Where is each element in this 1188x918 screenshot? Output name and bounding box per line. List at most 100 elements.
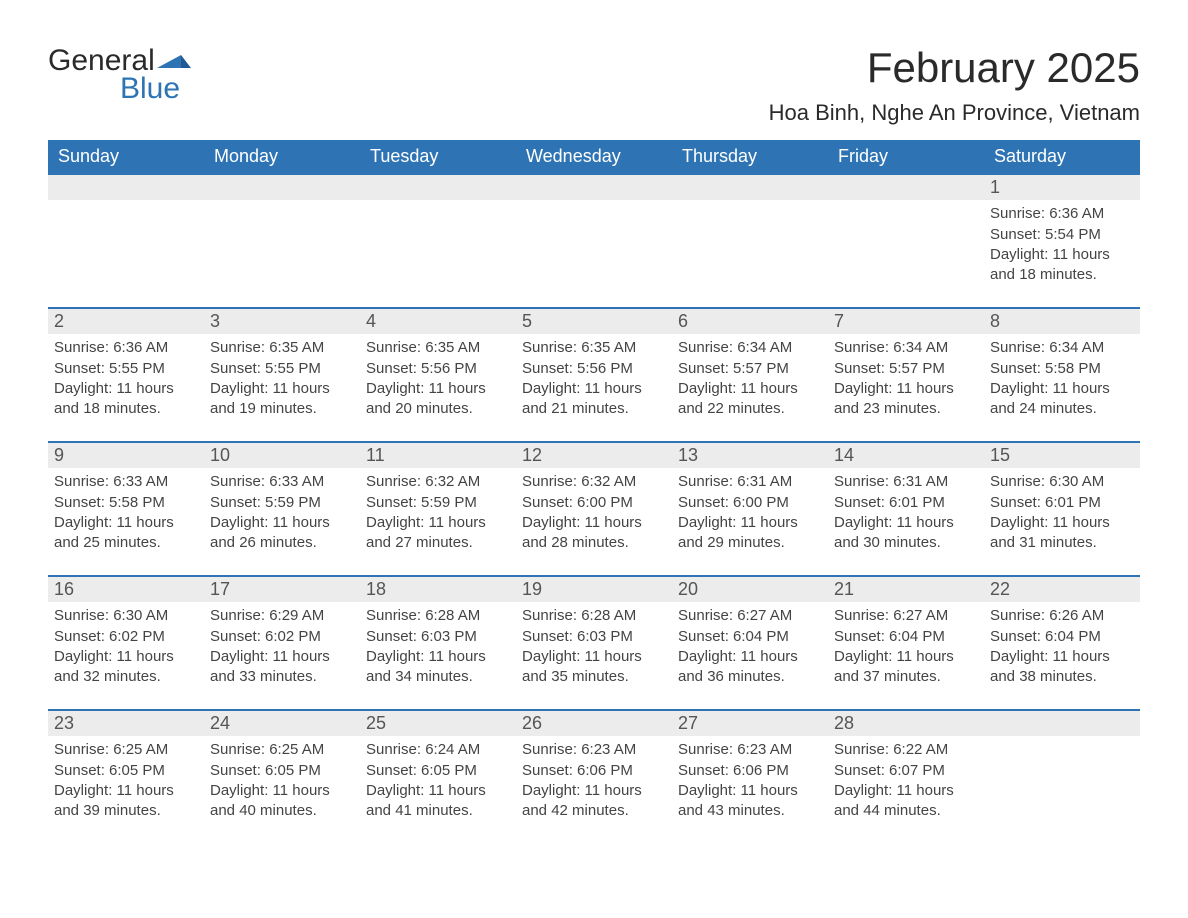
day-number: 18 bbox=[360, 577, 516, 602]
calendar-day-cell: 7Sunrise: 6:34 AMSunset: 5:57 PMDaylight… bbox=[828, 308, 984, 442]
calendar-day-cell: 18 Sunrise: 6:28 AMSunset: 6:03 PMDayligh… bbox=[360, 576, 516, 710]
daylight-line: Daylight: 11 hours and 43 minutes. bbox=[678, 781, 822, 820]
sunset-line: Sunset: 6:02 PM bbox=[210, 627, 354, 647]
daylight-line: Daylight: 11 hours and 29 minutes. bbox=[678, 513, 822, 552]
calendar-day-cell: 6Sunrise: 6:34 AMSunset: 5:57 PMDaylight… bbox=[672, 308, 828, 442]
day-info: Sunrise: 6:36 AMSunset: 5:55 PMDaylight:… bbox=[52, 338, 200, 418]
day-info: Sunrise: 6:25 AMSunset: 6:05 PMDaylight:… bbox=[52, 740, 200, 820]
day-info: Sunrise: 6:26 AMSunset: 6:04 PMDaylight:… bbox=[988, 606, 1136, 686]
daylight-line: Daylight: 11 hours and 41 minutes. bbox=[366, 781, 510, 820]
daylight-line: Daylight: 11 hours and 22 minutes. bbox=[678, 379, 822, 418]
calendar-day-cell bbox=[204, 174, 360, 308]
sunset-line: Sunset: 6:02 PM bbox=[54, 627, 198, 647]
calendar-day-cell: 20Sunrise: 6:27 AMSunset: 6:04 PMDayligh… bbox=[672, 576, 828, 710]
daylight-line: Daylight: 11 hours and 32 minutes. bbox=[54, 647, 198, 686]
daylight-line: Daylight: 11 hours and 38 minutes. bbox=[990, 647, 1134, 686]
sunrise-line: Sunrise: 6:35 AM bbox=[522, 338, 666, 358]
daylight-line: Daylight: 11 hours and 44 minutes. bbox=[834, 781, 978, 820]
sunrise-line: Sunrise: 6:25 AM bbox=[210, 740, 354, 760]
day-number: 14 bbox=[828, 443, 984, 468]
day-number: 2 bbox=[48, 309, 204, 334]
daylight-line: Daylight: 11 hours and 35 minutes. bbox=[522, 647, 666, 686]
sunrise-line: Sunrise: 6:22 AM bbox=[834, 740, 978, 760]
daylight-line: Daylight: 11 hours and 34 minutes. bbox=[366, 647, 510, 686]
day-number: 19 bbox=[516, 577, 672, 602]
day-number: 11 bbox=[360, 443, 516, 468]
day-number: 16 bbox=[48, 577, 204, 602]
sunset-line: Sunset: 5:55 PM bbox=[54, 359, 198, 379]
calendar-day-cell: 19 Sunrise: 6:28 AMSunset: 6:03 PMDayligh… bbox=[516, 576, 672, 710]
weekday-header: Saturday bbox=[984, 140, 1140, 174]
day-info: Sunrise: 6:34 AMSunset: 5:58 PMDaylight:… bbox=[988, 338, 1136, 418]
sunset-line: Sunset: 6:06 PM bbox=[522, 761, 666, 781]
day-info: Sunrise: 6:35 AMSunset: 5:55 PMDaylight:… bbox=[208, 338, 356, 418]
day-info: Sunrise: 6:35 AMSunset: 5:56 PMDaylight:… bbox=[364, 338, 512, 418]
sunrise-line: Sunrise: 6:26 AM bbox=[990, 606, 1134, 626]
calendar-day-cell bbox=[360, 174, 516, 308]
day-number: 6 bbox=[672, 309, 828, 334]
calendar-day-cell: 25Sunrise: 6:24 AMSunset: 6:05 PMDayligh… bbox=[360, 710, 516, 844]
sunset-line: Sunset: 6:01 PM bbox=[990, 493, 1134, 513]
day-info: Sunrise: 6:31 AMSunset: 6:00 PMDaylight:… bbox=[676, 472, 824, 552]
sunset-line: Sunset: 6:05 PM bbox=[54, 761, 198, 781]
calendar-table: Sunday Monday Tuesday Wednesday Thursday… bbox=[48, 140, 1140, 844]
sunset-line: Sunset: 6:07 PM bbox=[834, 761, 978, 781]
day-number: 4 bbox=[360, 309, 516, 334]
calendar-day-cell: 15Sunrise: 6:30 AMSunset: 6:01 PMDayligh… bbox=[984, 442, 1140, 576]
sunrise-line: Sunrise: 6:32 AM bbox=[366, 472, 510, 492]
day-info: Sunrise: 6:28 AMSunset: 6:03 PMDaylight:… bbox=[364, 606, 512, 686]
sunrise-line: Sunrise: 6:24 AM bbox=[366, 740, 510, 760]
day-info: Sunrise: 6:28 AMSunset: 6:03 PMDaylight:… bbox=[520, 606, 668, 686]
day-number: 27 bbox=[672, 711, 828, 736]
sunset-line: Sunset: 5:57 PM bbox=[678, 359, 822, 379]
sunset-line: Sunset: 5:54 PM bbox=[990, 225, 1134, 245]
calendar-day-cell bbox=[516, 174, 672, 308]
sunrise-line: Sunrise: 6:35 AM bbox=[210, 338, 354, 358]
calendar-day-cell: 26Sunrise: 6:23 AMSunset: 6:06 PMDayligh… bbox=[516, 710, 672, 844]
calendar-day-cell: 5Sunrise: 6:35 AMSunset: 5:56 PMDaylight… bbox=[516, 308, 672, 442]
sunset-line: Sunset: 5:59 PM bbox=[210, 493, 354, 513]
calendar-day-cell: 3Sunrise: 6:35 AMSunset: 5:55 PMDaylight… bbox=[204, 308, 360, 442]
sunrise-line: Sunrise: 6:23 AM bbox=[522, 740, 666, 760]
day-info: Sunrise: 6:22 AMSunset: 6:07 PMDaylight:… bbox=[832, 740, 980, 820]
daylight-line: Daylight: 11 hours and 33 minutes. bbox=[210, 647, 354, 686]
calendar-day-cell: 17 Sunrise: 6:29 AMSunset: 6:02 PMDayligh… bbox=[204, 576, 360, 710]
calendar-week-row: 9Sunrise: 6:33 AMSunset: 5:58 PMDaylight… bbox=[48, 442, 1140, 576]
calendar-day-cell bbox=[828, 174, 984, 308]
daylight-line: Daylight: 11 hours and 18 minutes. bbox=[990, 245, 1134, 284]
day-info: Sunrise: 6:29 AMSunset: 6:02 PMDaylight:… bbox=[208, 606, 356, 686]
day-number: 17 bbox=[204, 577, 360, 602]
sunrise-line: Sunrise: 6:23 AM bbox=[678, 740, 822, 760]
day-number: 10 bbox=[204, 443, 360, 468]
daylight-line: Daylight: 11 hours and 19 minutes. bbox=[210, 379, 354, 418]
day-number: 28 bbox=[828, 711, 984, 736]
sunrise-line: Sunrise: 6:28 AM bbox=[522, 606, 666, 626]
calendar-day-cell: 27Sunrise: 6:23 AMSunset: 6:06 PMDayligh… bbox=[672, 710, 828, 844]
day-info: Sunrise: 6:32 AMSunset: 5:59 PMDaylight:… bbox=[364, 472, 512, 552]
daylight-line: Daylight: 11 hours and 24 minutes. bbox=[990, 379, 1134, 418]
day-number: 12 bbox=[516, 443, 672, 468]
sunset-line: Sunset: 6:03 PM bbox=[522, 627, 666, 647]
sunrise-line: Sunrise: 6:27 AM bbox=[834, 606, 978, 626]
day-number: 20 bbox=[672, 577, 828, 602]
day-info: Sunrise: 6:33 AMSunset: 5:59 PMDaylight:… bbox=[208, 472, 356, 552]
weekday-header: Thursday bbox=[672, 140, 828, 174]
calendar-day-cell: 13 Sunrise: 6:31 AMSunset: 6:00 PMDayligh… bbox=[672, 442, 828, 576]
sunrise-line: Sunrise: 6:34 AM bbox=[834, 338, 978, 358]
day-number: 13 bbox=[672, 443, 828, 468]
weekday-header: Tuesday bbox=[360, 140, 516, 174]
day-number: 26 bbox=[516, 711, 672, 736]
sunrise-line: Sunrise: 6:27 AM bbox=[678, 606, 822, 626]
sunrise-line: Sunrise: 6:31 AM bbox=[678, 472, 822, 492]
weekday-header: Wednesday bbox=[516, 140, 672, 174]
sunrise-line: Sunrise: 6:36 AM bbox=[54, 338, 198, 358]
weekday-header-row: Sunday Monday Tuesday Wednesday Thursday… bbox=[48, 140, 1140, 174]
day-info: Sunrise: 6:27 AMSunset: 6:04 PMDaylight:… bbox=[832, 606, 980, 686]
sunset-line: Sunset: 6:05 PM bbox=[210, 761, 354, 781]
day-number-empty bbox=[672, 175, 828, 200]
calendar-day-cell: 16Sunrise: 6:30 AMSunset: 6:02 PMDayligh… bbox=[48, 576, 204, 710]
sunrise-line: Sunrise: 6:29 AM bbox=[210, 606, 354, 626]
sunset-line: Sunset: 5:56 PM bbox=[366, 359, 510, 379]
calendar-day-cell: 9Sunrise: 6:33 AMSunset: 5:58 PMDaylight… bbox=[48, 442, 204, 576]
sunset-line: Sunset: 6:03 PM bbox=[366, 627, 510, 647]
